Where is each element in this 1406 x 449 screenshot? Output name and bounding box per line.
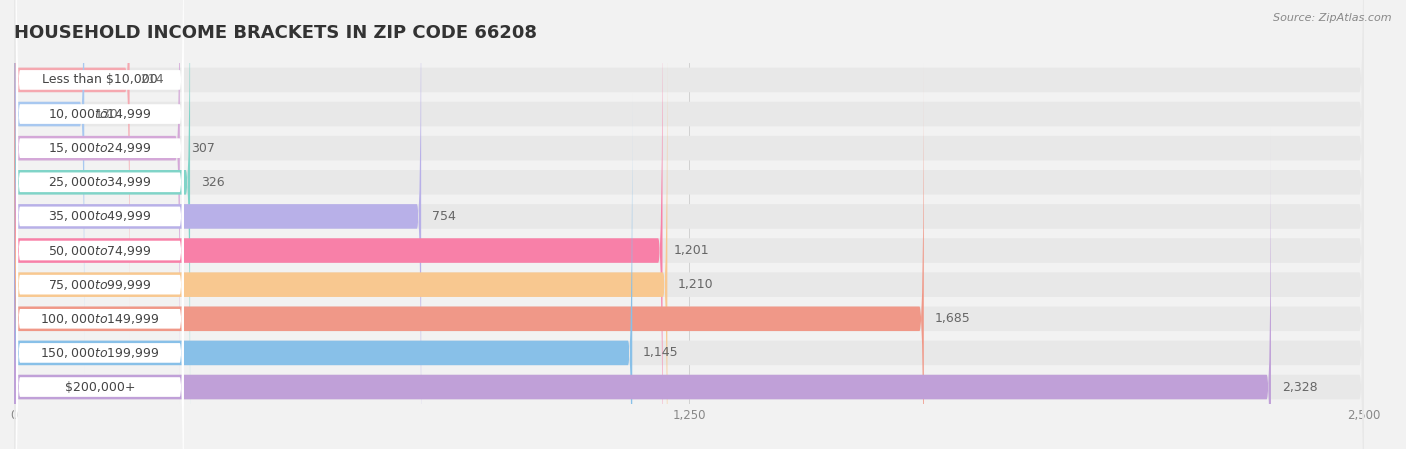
Text: 1,210: 1,210 (678, 278, 714, 291)
FancyBboxPatch shape (17, 158, 184, 449)
Text: $150,000 to $199,999: $150,000 to $199,999 (41, 346, 160, 360)
FancyBboxPatch shape (17, 56, 184, 449)
FancyBboxPatch shape (14, 0, 1364, 409)
Text: $50,000 to $74,999: $50,000 to $74,999 (48, 243, 152, 258)
FancyBboxPatch shape (14, 0, 1364, 449)
FancyBboxPatch shape (14, 0, 1364, 375)
Text: 2,328: 2,328 (1282, 381, 1317, 393)
FancyBboxPatch shape (14, 0, 662, 449)
Text: Source: ZipAtlas.com: Source: ZipAtlas.com (1274, 13, 1392, 23)
FancyBboxPatch shape (17, 0, 184, 309)
Text: 1,685: 1,685 (935, 313, 970, 325)
Text: $10,000 to $14,999: $10,000 to $14,999 (48, 107, 152, 121)
Text: 1,145: 1,145 (643, 347, 679, 359)
Text: 214: 214 (141, 74, 165, 86)
FancyBboxPatch shape (14, 58, 1364, 449)
FancyBboxPatch shape (17, 124, 184, 449)
FancyBboxPatch shape (14, 0, 180, 409)
FancyBboxPatch shape (17, 90, 184, 449)
FancyBboxPatch shape (14, 0, 1364, 341)
Text: $100,000 to $149,999: $100,000 to $149,999 (41, 312, 160, 326)
Text: 307: 307 (191, 142, 215, 154)
Text: 326: 326 (201, 176, 225, 189)
Text: HOUSEHOLD INCOME BRACKETS IN ZIP CODE 66208: HOUSEHOLD INCOME BRACKETS IN ZIP CODE 66… (14, 24, 537, 42)
Text: 754: 754 (432, 210, 456, 223)
FancyBboxPatch shape (17, 0, 184, 343)
Text: 130: 130 (96, 108, 118, 120)
FancyBboxPatch shape (14, 92, 633, 449)
FancyBboxPatch shape (17, 0, 184, 377)
FancyBboxPatch shape (14, 0, 422, 449)
FancyBboxPatch shape (14, 24, 1364, 449)
Text: Less than $10,000: Less than $10,000 (42, 74, 157, 86)
FancyBboxPatch shape (14, 0, 1364, 443)
FancyBboxPatch shape (14, 126, 1364, 449)
FancyBboxPatch shape (14, 0, 129, 341)
FancyBboxPatch shape (14, 92, 1364, 449)
Text: $35,000 to $49,999: $35,000 to $49,999 (48, 209, 152, 224)
FancyBboxPatch shape (14, 0, 84, 375)
FancyBboxPatch shape (14, 126, 1271, 449)
FancyBboxPatch shape (17, 0, 184, 445)
FancyBboxPatch shape (17, 0, 184, 411)
FancyBboxPatch shape (17, 22, 184, 449)
Text: $25,000 to $34,999: $25,000 to $34,999 (48, 175, 152, 189)
FancyBboxPatch shape (14, 24, 668, 449)
FancyBboxPatch shape (14, 58, 924, 449)
Text: $15,000 to $24,999: $15,000 to $24,999 (48, 141, 152, 155)
FancyBboxPatch shape (14, 0, 190, 443)
Text: 1,201: 1,201 (673, 244, 709, 257)
Text: $200,000+: $200,000+ (65, 381, 135, 393)
Text: $75,000 to $99,999: $75,000 to $99,999 (48, 277, 152, 292)
FancyBboxPatch shape (14, 0, 1364, 449)
